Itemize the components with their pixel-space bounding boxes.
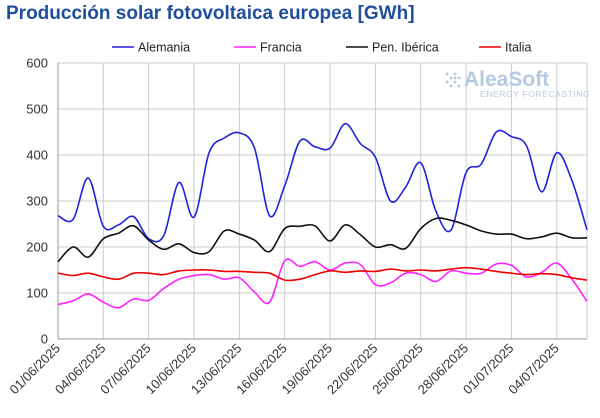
logo-dot — [449, 76, 453, 80]
y-tick-label: 600 — [26, 56, 48, 71]
logo-dot — [453, 72, 457, 76]
legend-label-italia: Italia — [505, 41, 531, 55]
y-tick-label: 400 — [26, 148, 48, 163]
grid-lines — [57, 62, 588, 340]
logo-dot — [445, 72, 449, 76]
logo-dot — [453, 76, 457, 80]
legend-label-francia: Francia — [260, 41, 302, 55]
y-tick-label: 0 — [41, 332, 48, 347]
series-line-alemania — [57, 122, 588, 243]
logo-tagline: ENERGY FORECASTING — [480, 89, 590, 99]
logo-dot — [457, 76, 461, 80]
logo-dot — [457, 84, 461, 88]
legend-label-pen-iberica: Pen. Ibérica — [372, 41, 439, 55]
series-line-italia — [57, 266, 588, 282]
y-tick-label: 100 — [26, 286, 48, 301]
series-lines — [57, 122, 588, 309]
chart-title: Producción solar fotovoltaica europea [G… — [6, 3, 415, 24]
legend: Alemania Francia Pen. Ibérica Italia — [112, 41, 531, 55]
y-tick-label: 300 — [26, 194, 48, 209]
series-line-francia — [57, 258, 588, 309]
series-line-pen-iberica — [57, 217, 588, 263]
logo-wordmark: AleaSoft — [464, 68, 549, 91]
logo-dot — [453, 80, 457, 84]
legend-label-alemania: Alemania — [138, 41, 190, 55]
logo-dot — [449, 84, 453, 88]
y-tick-label: 200 — [26, 240, 48, 255]
y-tick-label: 500 — [26, 102, 48, 117]
logo-dot — [445, 80, 449, 84]
